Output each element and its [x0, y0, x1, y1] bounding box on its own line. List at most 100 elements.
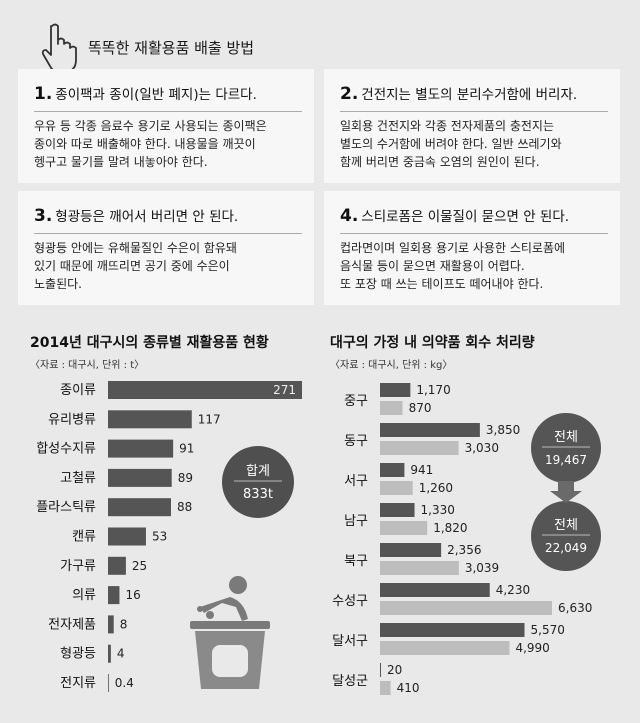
tip-number: 3.	[34, 206, 53, 226]
chart-source-recycling: 〈자료 : 대구시, 단위 : t〉	[30, 360, 145, 371]
tip-line: 함께 버리면 중금속 오염의 원인이 된다.	[340, 155, 540, 169]
divider	[34, 111, 302, 112]
bar	[380, 623, 525, 637]
value-label: 4,990	[515, 641, 549, 655]
total-badge: 전체 22,049	[531, 501, 601, 571]
tip-line: 또 포장 때 쓰는 테이프도 떼어내야 한다.	[340, 277, 544, 291]
category-label: 달서구	[332, 634, 368, 649]
category-label: 고철류	[60, 471, 96, 486]
tip-title: 형광등은 깨어서 버리면 안 된다.	[55, 209, 239, 225]
value-label: 1,330	[421, 503, 455, 517]
pointing-hand-icon	[41, 23, 77, 70]
total-label: 합계	[246, 464, 270, 479]
category-label: 종이류	[60, 383, 96, 398]
category-label: 중구	[344, 394, 368, 409]
bar	[380, 601, 552, 615]
category-label: 유리병류	[48, 412, 96, 427]
trash-bin-recycle-icon	[190, 576, 270, 689]
bar	[108, 615, 114, 634]
medicine-bar-chart: 2014년2015년중구1,170870동구3,8503,030서구9411,2…	[332, 383, 601, 695]
value-label: 16	[125, 588, 140, 602]
bar	[380, 663, 381, 677]
total-badge: 전체 19,467	[531, 413, 601, 483]
value-label: 941	[410, 463, 433, 477]
bar	[380, 543, 442, 557]
value-label: 3,030	[465, 441, 499, 455]
bar	[108, 586, 120, 605]
tip-line: 형광등 안에는 유해물질인 수은이 함유돼	[34, 241, 237, 255]
category-label: 전자제품	[48, 617, 96, 632]
tip-line: 별도의 수거함에 버려야 한다. 일반 쓰레기와	[340, 137, 562, 151]
category-label: 수성구	[332, 594, 368, 609]
value-label: 20	[387, 663, 402, 677]
chart-title-recycling: 2014년 대구시의 종류별 재활용품 현황	[30, 335, 269, 351]
category-label: 북구	[344, 554, 368, 569]
bar	[380, 503, 415, 517]
recycling-bar-chart: 종이류 271 유리병류 117 합성수지류 91 고철류 89 플라스틱류 88 캔류 53 가구류 2…	[36, 381, 302, 692]
tip-line: 우유 등 각종 음료수 용기로 사용되는 종이팩은	[34, 119, 267, 133]
tip-card-1: 1. 종이팩과 종이(일반 폐지)는 다르다. 우유 등 각종 음료수 용기로 사…	[18, 69, 314, 183]
tips-grid: 1. 종이팩과 종이(일반 폐지)는 다르다. 우유 등 각종 음료수 용기로 사…	[18, 69, 622, 305]
value-label: 91	[179, 442, 194, 456]
bar	[108, 644, 111, 663]
tip-heading: 2. 건전지는 별도의 분리수거함에 버리자.	[340, 83, 577, 104]
tip-body: 형광등 안에는 유해물질인 수은이 함유돼 있기 때문에 깨뜨리면 공기 중에 …	[34, 239, 306, 293]
bar	[108, 527, 146, 546]
tip-body: 우유 등 각종 음료수 용기로 사용되는 종이팩은 종이와 따로 배출해야 한다…	[34, 117, 306, 171]
divider	[34, 233, 302, 234]
category-label: 의류	[72, 588, 96, 603]
value-label: 1,260	[419, 481, 453, 495]
divider	[340, 233, 608, 234]
value-label: 5,570	[531, 623, 565, 637]
total-circle	[531, 501, 601, 571]
value-label: 53	[152, 530, 167, 544]
tip-title: 건전지는 별도의 분리수거함에 버리자.	[361, 87, 578, 103]
tip-body: 일회용 건전지와 각종 전자제품의 충전지는 별도의 수거함에 버려야 한다. …	[340, 117, 612, 171]
bar	[108, 674, 109, 692]
bar	[380, 641, 510, 655]
tip-title: 종이팩과 종이(일반 폐지)는 다르다.	[55, 87, 257, 103]
total-circle	[222, 446, 294, 518]
tip-number: 1.	[34, 84, 53, 104]
bar	[380, 423, 480, 437]
category-label: 합성수지류	[36, 442, 96, 457]
chart-source-medicine: 〈자료 : 대구시, 단위 : kg〉	[330, 360, 453, 371]
tip-card-2: 2. 건전지는 별도의 분리수거함에 버리자. 일회용 건전지와 각종 전자제품의…	[324, 69, 620, 183]
category-label: 남구	[344, 514, 368, 529]
tip-line: 헹구고 물기를 말려 내놓아야 한다.	[34, 155, 208, 169]
value-label: 3,039	[465, 561, 499, 575]
total-value: 19,467	[545, 453, 587, 467]
tip-heading: 4. 스티로폼은 이물질이 묻으면 안 된다.	[340, 205, 569, 226]
value-label: 0.4	[115, 676, 134, 690]
bar	[108, 498, 171, 517]
total-label: 전체	[554, 430, 578, 445]
value-label: 117	[198, 412, 221, 426]
total-badge: 합계 833t	[222, 446, 294, 518]
bar	[380, 583, 490, 597]
chart-title-medicine: 대구의 가정 내 의약품 회수 처리량	[330, 335, 535, 351]
total-circle	[531, 413, 601, 483]
page-title: 똑똑한 재활용품 배출 방법	[88, 39, 255, 57]
bar	[108, 381, 302, 399]
bar	[380, 481, 413, 495]
tip-number: 4.	[340, 206, 359, 226]
tip-line: 컵라면이며 일회용 용기로 사용한 스티로폼에	[340, 241, 566, 255]
value-label: 89	[178, 471, 193, 485]
tip-card-4: 4. 스티로폼은 이물질이 묻으면 안 된다. 컵라면이며 일회용 용기로 사용한…	[324, 191, 620, 305]
category-label: 형광등	[60, 647, 96, 662]
category-label: 달성군	[332, 674, 368, 689]
tip-number: 2.	[340, 84, 359, 104]
value-label: 410	[397, 681, 420, 695]
value-label: 88	[177, 500, 192, 514]
category-label: 가구류	[60, 559, 96, 574]
tip-line: 노출된다.	[34, 277, 82, 291]
tip-body: 컵라면이며 일회용 용기로 사용한 스티로폼에 음식물 등이 묻으면 재활용이 …	[340, 239, 612, 293]
bar	[380, 383, 411, 397]
category-label: 캔류	[72, 530, 96, 545]
total-value: 833t	[243, 487, 273, 502]
arrow-down-icon	[550, 481, 582, 503]
category-label: 서구	[344, 474, 368, 489]
bar	[108, 410, 192, 429]
value-label: 4	[117, 647, 125, 661]
value-label: 870	[409, 401, 432, 415]
